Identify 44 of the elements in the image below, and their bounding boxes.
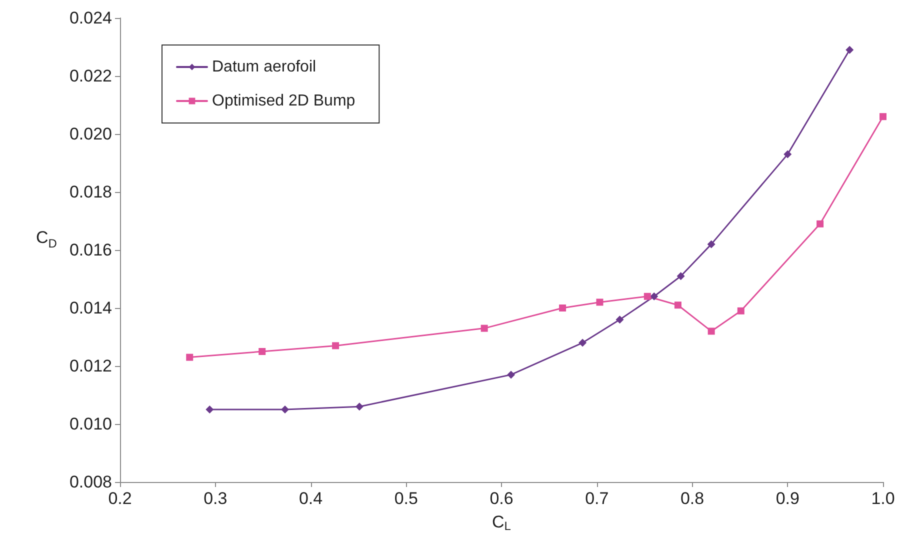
y-axis-title: C$_{D}$ bbox=[36, 228, 57, 250]
point bbox=[708, 328, 715, 335]
x-tick-label: 0.9 bbox=[776, 489, 800, 508]
point bbox=[616, 316, 624, 324]
y-tick-label: 0.024 bbox=[69, 8, 112, 28]
point bbox=[816, 220, 824, 228]
x-tick-label: 1.0 bbox=[871, 489, 895, 508]
legend-label: Optimised 2D Bump bbox=[212, 92, 356, 110]
x-tick-label: 0.5 bbox=[394, 489, 418, 508]
x-tick-label: 0.4 bbox=[298, 489, 323, 508]
y-tick-label: 0.018 bbox=[69, 182, 112, 202]
point bbox=[707, 240, 716, 248]
y-tick-label: 0.016 bbox=[69, 240, 112, 260]
point bbox=[578, 338, 587, 347]
point bbox=[281, 406, 289, 414]
y-tick-label: 0.008 bbox=[69, 472, 112, 492]
point bbox=[332, 342, 340, 350]
point bbox=[644, 292, 651, 300]
point bbox=[784, 150, 792, 158]
y-tick-label: 0.022 bbox=[69, 66, 112, 86]
point bbox=[880, 113, 886, 120]
x-tick-label: 0.6 bbox=[490, 489, 514, 508]
point bbox=[355, 402, 364, 411]
y-tick-label: 0.010 bbox=[69, 414, 112, 434]
point bbox=[206, 406, 214, 414]
point bbox=[507, 370, 516, 379]
point bbox=[650, 292, 658, 300]
y-tick-label: 0.012 bbox=[69, 356, 112, 376]
y-tick-label: 0.020 bbox=[69, 124, 112, 144]
point bbox=[737, 307, 744, 314]
point bbox=[186, 354, 194, 361]
point bbox=[674, 302, 682, 309]
x-tick-label: 0.2 bbox=[108, 489, 132, 508]
point bbox=[559, 304, 566, 312]
legend-label: Datum aerofoil bbox=[212, 58, 316, 76]
point bbox=[596, 298, 604, 306]
x-tick-label: 0.3 bbox=[204, 489, 228, 508]
x-tick-label: 0.8 bbox=[680, 489, 704, 508]
point bbox=[258, 348, 266, 355]
x-tick-label: 0.7 bbox=[585, 489, 609, 508]
point bbox=[480, 324, 488, 332]
y-tick-label: 0.014 bbox=[69, 298, 112, 318]
point bbox=[676, 272, 685, 280]
point bbox=[846, 46, 854, 54]
